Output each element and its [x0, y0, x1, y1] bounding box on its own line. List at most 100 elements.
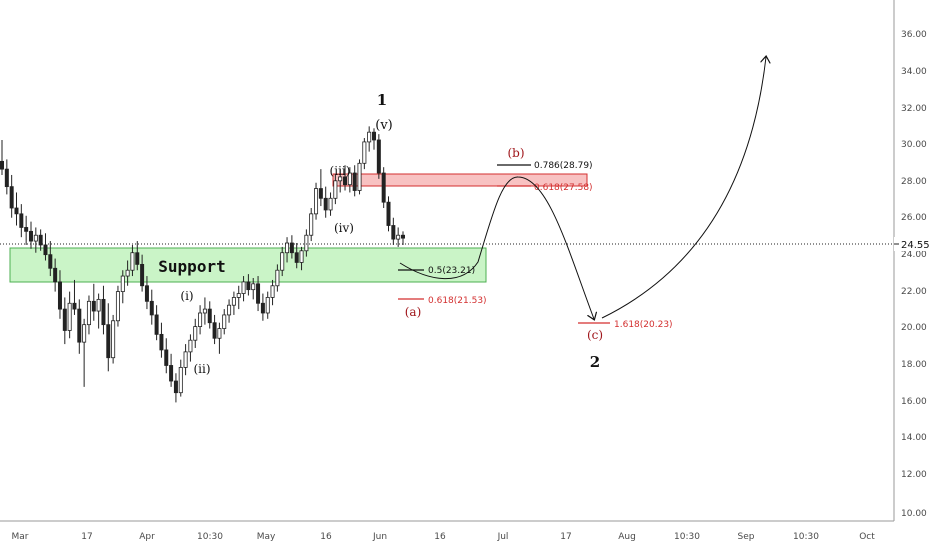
time-tick-label: May — [257, 532, 276, 542]
candle-down[interactable] — [0, 160, 4, 170]
candle-up[interactable] — [275, 269, 280, 287]
candle-down[interactable] — [169, 365, 174, 382]
candle-down[interactable] — [43, 244, 48, 256]
candle-down[interactable] — [101, 298, 106, 326]
candle-down[interactable] — [400, 234, 405, 239]
candle-up[interactable] — [347, 172, 352, 186]
candle-up[interactable] — [309, 213, 314, 236]
candle-up[interactable] — [178, 367, 183, 394]
candle-down[interactable] — [207, 308, 212, 324]
candle-down[interactable] — [62, 308, 67, 331]
projected-path-abc[interactable] — [399, 176, 594, 319]
candle-up[interactable] — [280, 252, 285, 271]
candle-up[interactable] — [270, 285, 275, 298]
candle-down[interactable] — [57, 281, 62, 310]
candle-down[interactable] — [149, 300, 154, 316]
candle-down[interactable] — [24, 227, 29, 232]
candle-down[interactable] — [260, 302, 265, 314]
candle-up[interactable] — [125, 269, 130, 277]
candle-down[interactable] — [77, 308, 82, 343]
candle-up[interactable] — [188, 339, 193, 353]
candle-down[interactable] — [9, 186, 14, 209]
candle-up[interactable] — [222, 314, 227, 329]
wave-label-ii: (ii) — [193, 362, 210, 376]
candle-down[interactable] — [48, 254, 53, 269]
candle-down[interactable] — [323, 197, 328, 211]
candle-down[interactable] — [140, 263, 145, 287]
candle-down[interactable] — [159, 333, 164, 351]
price-tick-label: 18.00 — [901, 360, 927, 370]
candle-down[interactable] — [164, 349, 169, 366]
candle-up[interactable] — [33, 234, 38, 242]
candle-up[interactable] — [314, 188, 319, 215]
candle-down[interactable] — [246, 281, 251, 291]
candle-down[interactable] — [376, 139, 381, 174]
candle-down[interactable] — [135, 252, 140, 265]
candle-up[interactable] — [111, 320, 116, 359]
candle-down[interactable] — [38, 234, 43, 246]
candle-up[interactable] — [67, 302, 72, 331]
candle-up[interactable] — [333, 180, 338, 199]
candle-down[interactable] — [154, 314, 159, 335]
time-tick-label: Jul — [497, 532, 509, 542]
candle-up[interactable] — [198, 312, 203, 327]
candle-up[interactable] — [338, 176, 343, 182]
price-tick-label: 22.00 — [901, 287, 927, 297]
candle-up[interactable] — [285, 242, 290, 254]
candle-up[interactable] — [328, 197, 333, 211]
time-tick-label: 17 — [560, 532, 571, 542]
candle-up[interactable] — [396, 234, 401, 240]
time-tick-label: Apr — [139, 532, 155, 542]
candle-up[interactable] — [183, 351, 188, 368]
candle-up[interactable] — [299, 250, 304, 263]
candle-down[interactable] — [289, 242, 294, 254]
candle-down[interactable] — [144, 285, 149, 302]
candle-down[interactable] — [28, 230, 33, 242]
candle-down[interactable] — [381, 172, 386, 203]
candle-up[interactable] — [86, 300, 91, 326]
candle-up[interactable] — [130, 252, 135, 271]
candle-up[interactable] — [304, 234, 309, 252]
candle-down[interactable] — [386, 201, 391, 226]
projected-path-wave3[interactable] — [601, 57, 766, 319]
candle-down[interactable] — [106, 324, 111, 359]
candle-up[interactable] — [362, 141, 367, 164]
wave-label-a: (a) — [405, 305, 422, 319]
candle-down[interactable] — [256, 283, 261, 304]
candle-up[interactable] — [357, 162, 362, 191]
candle-down[interactable] — [391, 225, 396, 240]
candle-up[interactable] — [236, 293, 241, 298]
candle-down[interactable] — [343, 176, 348, 186]
candle-up[interactable] — [231, 297, 236, 306]
candle-down[interactable] — [212, 322, 217, 339]
candle-up[interactable] — [202, 308, 207, 314]
resistance-zone[interactable] — [332, 173, 588, 187]
candle-up[interactable] — [265, 297, 270, 314]
price-tick-label: 36.00 — [901, 30, 927, 40]
candle-up[interactable] — [96, 298, 101, 312]
candle-up[interactable] — [82, 324, 87, 343]
candle-up[interactable] — [120, 275, 125, 293]
time-axis: Mar 17 Apr 10:30 May 16 Jun 16 Jul 17 Au… — [12, 532, 876, 542]
candle-up[interactable] — [241, 281, 246, 294]
candle-up[interactable] — [217, 328, 222, 339]
candle-down[interactable] — [4, 168, 9, 188]
candle-down[interactable] — [352, 172, 357, 191]
candle-up[interactable] — [115, 291, 120, 322]
candle-down[interactable] — [294, 252, 299, 263]
candle-up[interactable] — [251, 283, 256, 291]
candle-down[interactable] — [318, 188, 323, 199]
candle-down[interactable] — [91, 300, 96, 312]
candle-up[interactable] — [367, 131, 372, 143]
candle-up[interactable] — [227, 304, 232, 316]
candlestick-series — [0, 126, 405, 403]
candle-down[interactable] — [173, 380, 178, 394]
candle-down[interactable] — [372, 131, 377, 141]
candle-down[interactable] — [19, 213, 24, 228]
candle-up[interactable] — [193, 326, 198, 341]
time-tick-label: 17 — [81, 532, 92, 542]
candle-down[interactable] — [53, 267, 58, 283]
candle-down[interactable] — [72, 302, 77, 310]
candle-down[interactable] — [14, 207, 19, 215]
